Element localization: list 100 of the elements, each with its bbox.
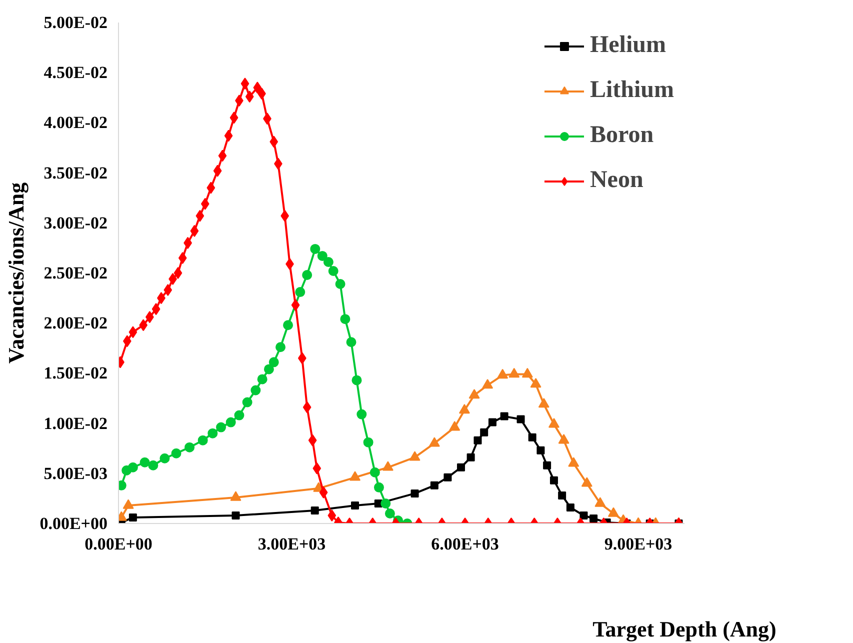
point <box>317 250 328 261</box>
point <box>312 462 322 474</box>
point <box>295 287 306 298</box>
point <box>178 252 187 264</box>
point <box>458 404 470 414</box>
point <box>346 337 356 348</box>
point <box>298 352 306 364</box>
point <box>122 335 132 348</box>
point <box>218 150 227 162</box>
legend-label: Boron <box>590 122 654 149</box>
point <box>160 453 170 464</box>
legend-label: Neon <box>590 167 644 194</box>
point <box>268 357 279 368</box>
y-tick-label: 2.00E-02 <box>44 314 108 333</box>
y-tick-label: 5.00E-03 <box>44 464 108 483</box>
point <box>328 509 336 522</box>
legend-label: Helium <box>590 32 666 59</box>
point <box>356 409 367 420</box>
y-tick-label: 3.50E-02 <box>44 163 108 182</box>
x-tick-label: 3.00E+03 <box>258 534 326 554</box>
point <box>590 514 598 522</box>
point <box>370 467 380 478</box>
point <box>208 428 218 438</box>
point <box>497 368 508 379</box>
point <box>128 462 138 472</box>
point <box>291 299 300 312</box>
point <box>196 210 204 222</box>
point <box>428 437 440 447</box>
point <box>522 368 533 378</box>
point <box>253 82 262 94</box>
point <box>302 401 312 414</box>
point <box>230 491 242 501</box>
x-tick-label: 6.00E+03 <box>431 534 499 554</box>
point <box>482 378 494 389</box>
point <box>384 508 395 518</box>
point <box>558 491 566 500</box>
legend-label: Lithium <box>590 77 674 104</box>
point <box>500 412 508 420</box>
point <box>480 428 488 436</box>
point <box>232 511 240 520</box>
point <box>474 436 482 444</box>
point <box>148 460 158 470</box>
point <box>380 498 391 508</box>
y-tick-label: 0.00E+00 <box>40 514 108 533</box>
point <box>374 482 384 492</box>
point <box>140 457 150 468</box>
point <box>128 326 138 338</box>
point <box>216 422 226 432</box>
point <box>213 164 222 177</box>
point <box>224 130 233 142</box>
point <box>538 398 550 408</box>
point <box>152 303 160 316</box>
point <box>508 368 520 378</box>
point <box>250 385 261 396</box>
point <box>488 418 496 426</box>
point <box>350 471 361 481</box>
point <box>449 421 460 431</box>
point <box>444 473 452 482</box>
point <box>466 453 475 462</box>
point <box>230 112 238 124</box>
point <box>171 448 182 458</box>
point <box>310 506 319 514</box>
point <box>310 244 320 254</box>
point <box>530 378 542 388</box>
point <box>543 461 552 470</box>
point <box>409 451 420 461</box>
point <box>528 433 536 442</box>
y-tick-label: 5.00E-02 <box>44 13 108 32</box>
y-tick-label: 3.00E-02 <box>44 213 108 232</box>
point <box>340 314 350 324</box>
x-tick-label: 9.00E+03 <box>604 534 672 554</box>
point <box>594 497 606 507</box>
point <box>319 486 328 498</box>
point <box>200 198 210 210</box>
point <box>568 457 580 467</box>
point <box>363 437 374 448</box>
point <box>308 434 317 446</box>
point <box>270 136 278 148</box>
point <box>558 434 570 444</box>
point <box>257 374 268 384</box>
point <box>226 417 236 428</box>
point <box>608 507 619 517</box>
point <box>264 364 274 374</box>
point <box>174 267 182 279</box>
point <box>242 397 252 408</box>
point <box>164 284 172 296</box>
point <box>245 90 254 103</box>
point <box>328 266 338 276</box>
x-tick-label: 0.00E+00 <box>84 534 152 554</box>
point <box>276 342 286 352</box>
y-tick-label: 2.50E-02 <box>44 264 108 282</box>
y-tick-label: 1.50E-02 <box>44 364 108 383</box>
point <box>302 270 312 280</box>
point <box>234 410 244 420</box>
point <box>410 489 419 498</box>
point <box>581 477 592 487</box>
point <box>382 461 394 471</box>
point <box>516 415 525 424</box>
point <box>335 279 346 290</box>
point <box>198 435 208 446</box>
